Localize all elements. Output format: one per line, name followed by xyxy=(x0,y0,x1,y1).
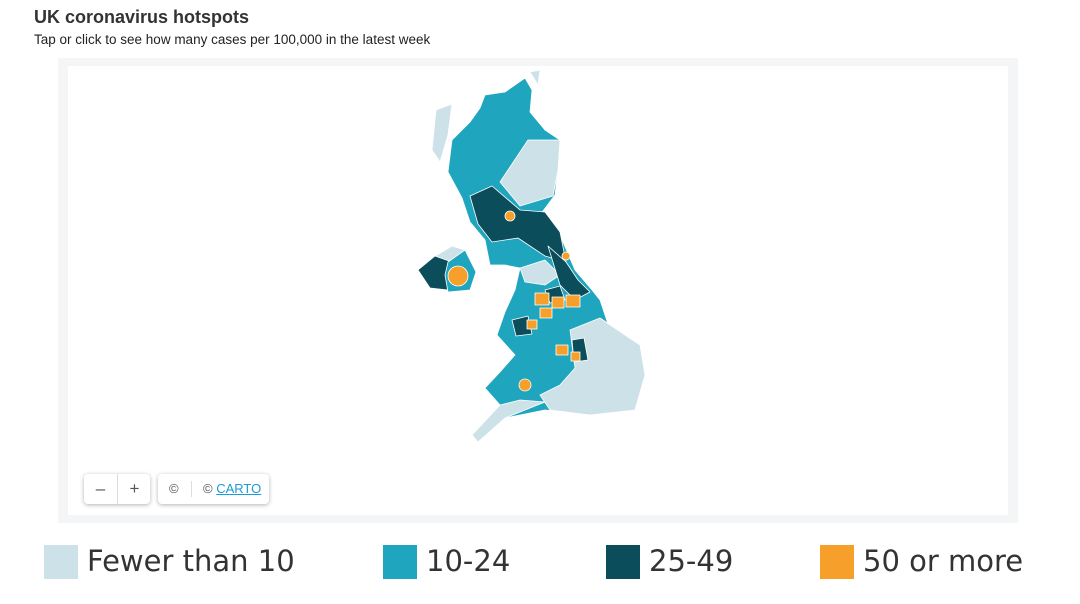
region[interactable] xyxy=(471,399,546,443)
region[interactable] xyxy=(547,245,591,301)
region[interactable] xyxy=(499,139,561,207)
map-frame: – + © © CARTO xyxy=(58,58,1018,523)
region[interactable] xyxy=(539,317,646,416)
region[interactable] xyxy=(529,69,541,86)
region[interactable] xyxy=(447,265,469,287)
carto-link[interactable]: CARTO xyxy=(216,481,262,496)
legend-label: 10-24 xyxy=(426,544,511,578)
region[interactable] xyxy=(526,319,538,330)
map-canvas xyxy=(417,69,646,443)
legend-label: Fewer than 10 xyxy=(87,544,295,578)
legend-label: 50 or more xyxy=(863,544,1024,578)
region[interactable] xyxy=(519,259,561,286)
attribution: © © CARTO xyxy=(158,474,269,504)
attribution-text: © CARTO xyxy=(203,474,261,504)
map: – + © © CARTO xyxy=(68,66,1008,515)
region[interactable] xyxy=(431,103,453,163)
region[interactable] xyxy=(570,351,581,362)
legend-swatch xyxy=(820,545,854,579)
zoom-control: – + xyxy=(84,474,150,504)
title: UK coronavirus hotspots xyxy=(34,7,250,27)
divider xyxy=(117,474,118,504)
region[interactable] xyxy=(551,296,565,309)
region[interactable] xyxy=(534,292,550,306)
region[interactable] xyxy=(518,378,532,392)
attribution-symbol: © xyxy=(169,481,179,496)
legend-label: 25-49 xyxy=(649,544,734,578)
legend: Fewer than 10 10-24 25-49 50 or more xyxy=(0,543,1080,583)
subtitle: Tap or click to see how many cases per 1… xyxy=(34,32,431,47)
divider xyxy=(191,481,192,497)
zoom-in-button[interactable]: + xyxy=(129,479,140,498)
region[interactable] xyxy=(561,251,571,261)
legend-swatch xyxy=(383,545,417,579)
legend-swatch xyxy=(44,545,78,579)
region[interactable] xyxy=(504,210,516,222)
region[interactable] xyxy=(539,307,553,319)
attribution-prefix: © xyxy=(203,481,213,496)
region[interactable] xyxy=(565,294,581,308)
zoom-out-button[interactable]: – xyxy=(95,479,106,498)
region[interactable] xyxy=(555,344,569,356)
legend-swatch xyxy=(606,545,640,579)
